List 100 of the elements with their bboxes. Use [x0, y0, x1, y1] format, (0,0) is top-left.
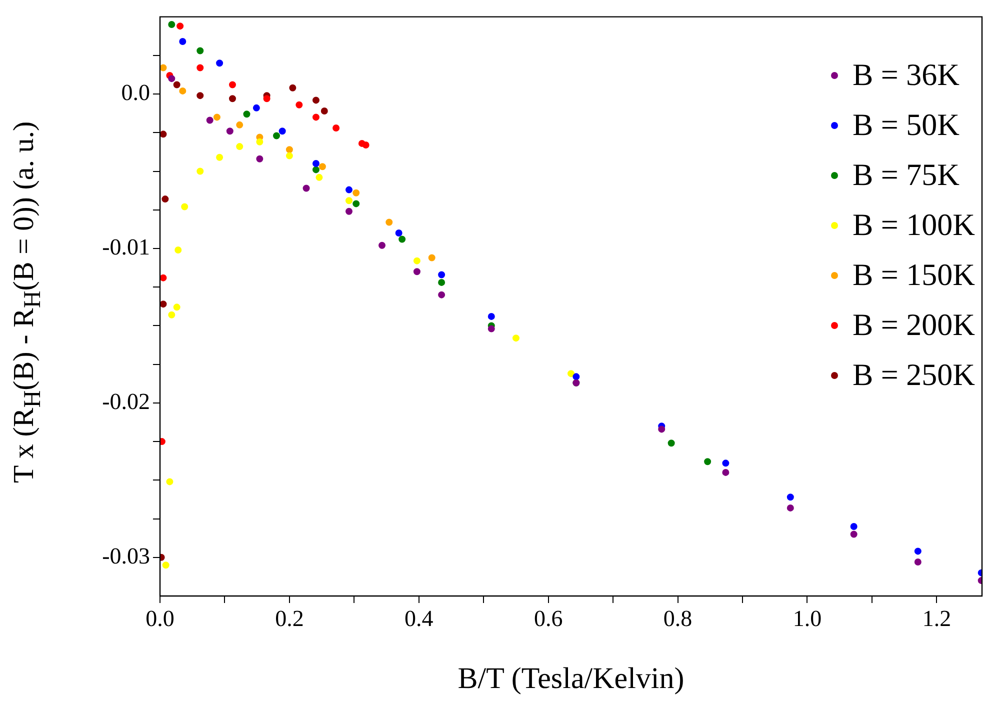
point	[278, 128, 286, 135]
point	[398, 236, 406, 243]
point	[438, 271, 446, 278]
y-tick-label: 0.0	[121, 80, 150, 106]
point	[286, 146, 293, 154]
point	[332, 124, 340, 132]
point	[312, 166, 320, 174]
point	[213, 114, 220, 121]
point	[160, 130, 167, 138]
point	[488, 325, 495, 332]
point	[176, 22, 184, 30]
point	[216, 154, 224, 161]
point	[168, 311, 176, 318]
point	[286, 152, 293, 160]
point	[362, 141, 370, 148]
point	[312, 160, 320, 168]
point	[196, 168, 204, 175]
point	[236, 143, 244, 150]
point	[786, 494, 794, 501]
x-tick-label: 0.6	[534, 606, 563, 631]
point	[704, 458, 712, 466]
point	[378, 242, 386, 249]
point	[296, 101, 303, 108]
point	[722, 460, 730, 467]
point	[196, 64, 204, 72]
point	[850, 530, 858, 538]
point	[668, 440, 675, 447]
point	[914, 548, 922, 555]
point	[168, 75, 176, 82]
point	[345, 208, 352, 215]
point	[312, 96, 320, 104]
point	[173, 81, 180, 88]
point	[168, 21, 176, 28]
point	[316, 174, 323, 181]
point	[256, 155, 264, 162]
point	[196, 92, 204, 100]
point	[413, 257, 420, 264]
legend-label: B = 250K	[852, 356, 975, 394]
point	[850, 522, 858, 530]
point	[352, 200, 360, 208]
y-tick-label: -0.03	[102, 543, 150, 568]
point	[512, 334, 520, 342]
point	[162, 562, 170, 569]
y-tick-label: -0.02	[102, 388, 150, 414]
point	[289, 84, 296, 92]
point	[181, 203, 188, 210]
point	[568, 370, 574, 378]
point	[413, 268, 420, 276]
point	[228, 81, 236, 88]
legend-label: B = 36K	[852, 56, 960, 94]
point	[162, 196, 169, 203]
point	[572, 373, 580, 380]
x-tick-label: 0.0	[146, 606, 174, 631]
legend-label: B = 200K	[852, 306, 975, 344]
point	[386, 218, 393, 226]
point	[174, 246, 182, 254]
x-tick-label: 0.8	[663, 606, 692, 631]
point	[914, 558, 922, 566]
x-axis-title: B/T (Tesla/Kelvin)	[458, 662, 684, 695]
point	[228, 95, 236, 102]
point	[438, 291, 446, 298]
x-tick-label: 1.2	[922, 606, 952, 631]
x-tick-label: 1.0	[792, 606, 822, 631]
legend-label: B = 50K	[852, 106, 960, 144]
legend-label: B = 150K	[852, 256, 975, 294]
point	[345, 197, 352, 204]
point	[352, 189, 360, 196]
point	[166, 478, 174, 486]
point	[722, 468, 730, 476]
point	[160, 64, 167, 72]
y-tick-label: -0.01	[102, 234, 150, 260]
legend-label: B = 100K	[852, 206, 975, 244]
point	[160, 274, 167, 282]
legend-label: B = 75K	[852, 156, 960, 194]
point	[302, 184, 310, 192]
point	[786, 504, 794, 512]
point	[196, 47, 204, 54]
point	[263, 95, 270, 102]
point	[312, 114, 320, 121]
point	[252, 104, 260, 112]
x-tick-label: 0.4	[404, 606, 434, 631]
point	[273, 132, 280, 140]
point	[226, 128, 234, 135]
point	[438, 278, 446, 286]
point	[320, 108, 328, 115]
point	[173, 304, 180, 311]
point	[179, 87, 186, 94]
point	[428, 254, 436, 262]
point	[658, 426, 666, 433]
point	[206, 116, 214, 124]
x-tick-label: 0.2	[275, 606, 304, 631]
point	[488, 312, 495, 320]
point	[318, 163, 326, 170]
point	[345, 186, 352, 194]
point	[160, 300, 167, 308]
point	[395, 230, 402, 237]
point	[216, 60, 224, 67]
point	[256, 138, 264, 146]
point	[243, 110, 250, 118]
point	[179, 38, 186, 46]
